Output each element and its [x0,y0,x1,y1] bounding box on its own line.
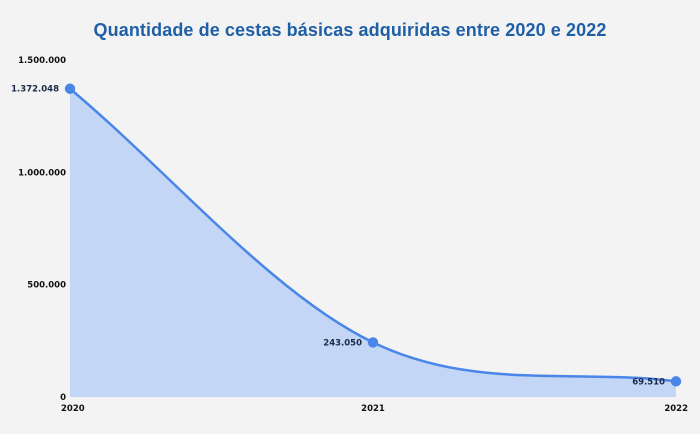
data-points [64,83,682,387]
chart-title: Quantidade de cestas básicas adquiridas … [93,20,607,40]
y-tick-label: 0 [60,393,66,403]
data-point [64,83,76,94]
data-labels: 1.372.048 243.050 69.510 [11,85,665,388]
x-tick-label: 2021 [361,404,385,414]
y-tick-label: 500.000 [27,281,66,291]
area-fill [70,88,676,397]
y-tick-label: 1.500.000 [18,56,66,66]
data-label: 243.050 [323,338,362,348]
x-tick-label: 2020 [61,404,85,414]
series-line [69,87,677,383]
data-point [670,376,682,387]
data-label: 1.372.048 [11,85,59,95]
x-tick-label: 2022 [664,404,688,414]
y-tick-label: 1.000.000 [18,168,66,178]
x-axis-ticks: 2020 2021 2022 [61,404,688,414]
data-point [367,337,379,348]
y-axis-ticks: 0 500.000 1.000.000 1.500.000 [18,56,66,403]
data-label: 69.510 [632,377,665,387]
